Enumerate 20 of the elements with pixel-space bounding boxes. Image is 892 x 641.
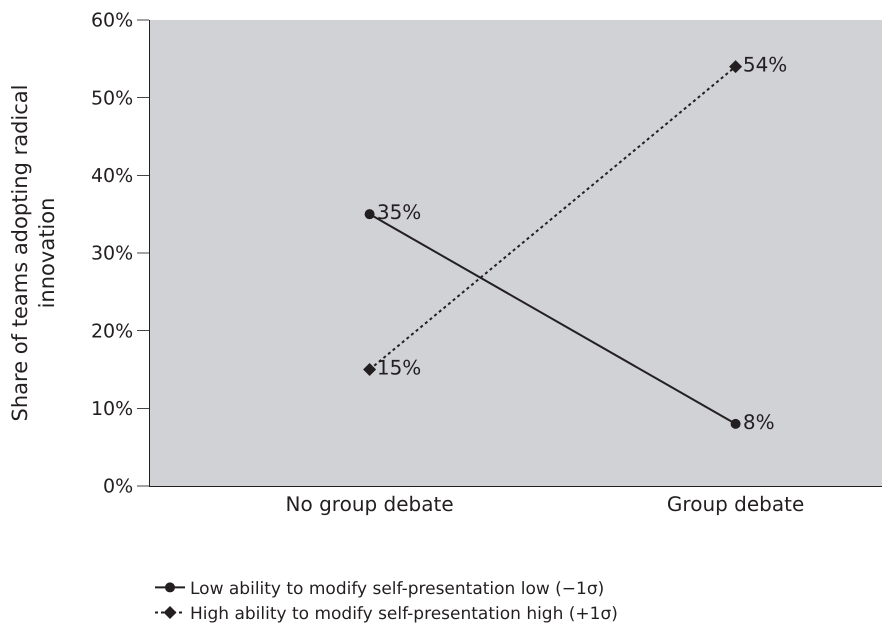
legend-label: Low ability to modify self-presentation low (−1σ): [190, 579, 604, 600]
y-tick-label: 20%: [90, 320, 134, 342]
x-tick-label: No group debate: [286, 492, 454, 516]
point: [364, 209, 375, 220]
data-label: 8%: [742, 410, 775, 434]
y-tick-label: 50%: [90, 87, 134, 110]
data-label: 15%: [376, 356, 422, 380]
y-tick-label: 40%: [90, 164, 134, 187]
x-tick-label: Group debate: [666, 492, 804, 516]
point: [363, 363, 376, 376]
y-tick-label: 0%: [103, 476, 134, 498]
y-tick-label: 30%: [90, 242, 134, 265]
y-axis-title: Share of teams adopting radical innovation: [8, 84, 60, 422]
point: [729, 60, 742, 74]
data-label: 35%: [376, 200, 422, 224]
legend-label: High ability to modify self-presentation high (+1σ): [190, 604, 618, 624]
y-tick-label: 10%: [90, 398, 134, 420]
point: [730, 418, 741, 429]
y-tick-label: 60%: [90, 10, 134, 32]
data-label: 54%: [742, 52, 788, 77]
